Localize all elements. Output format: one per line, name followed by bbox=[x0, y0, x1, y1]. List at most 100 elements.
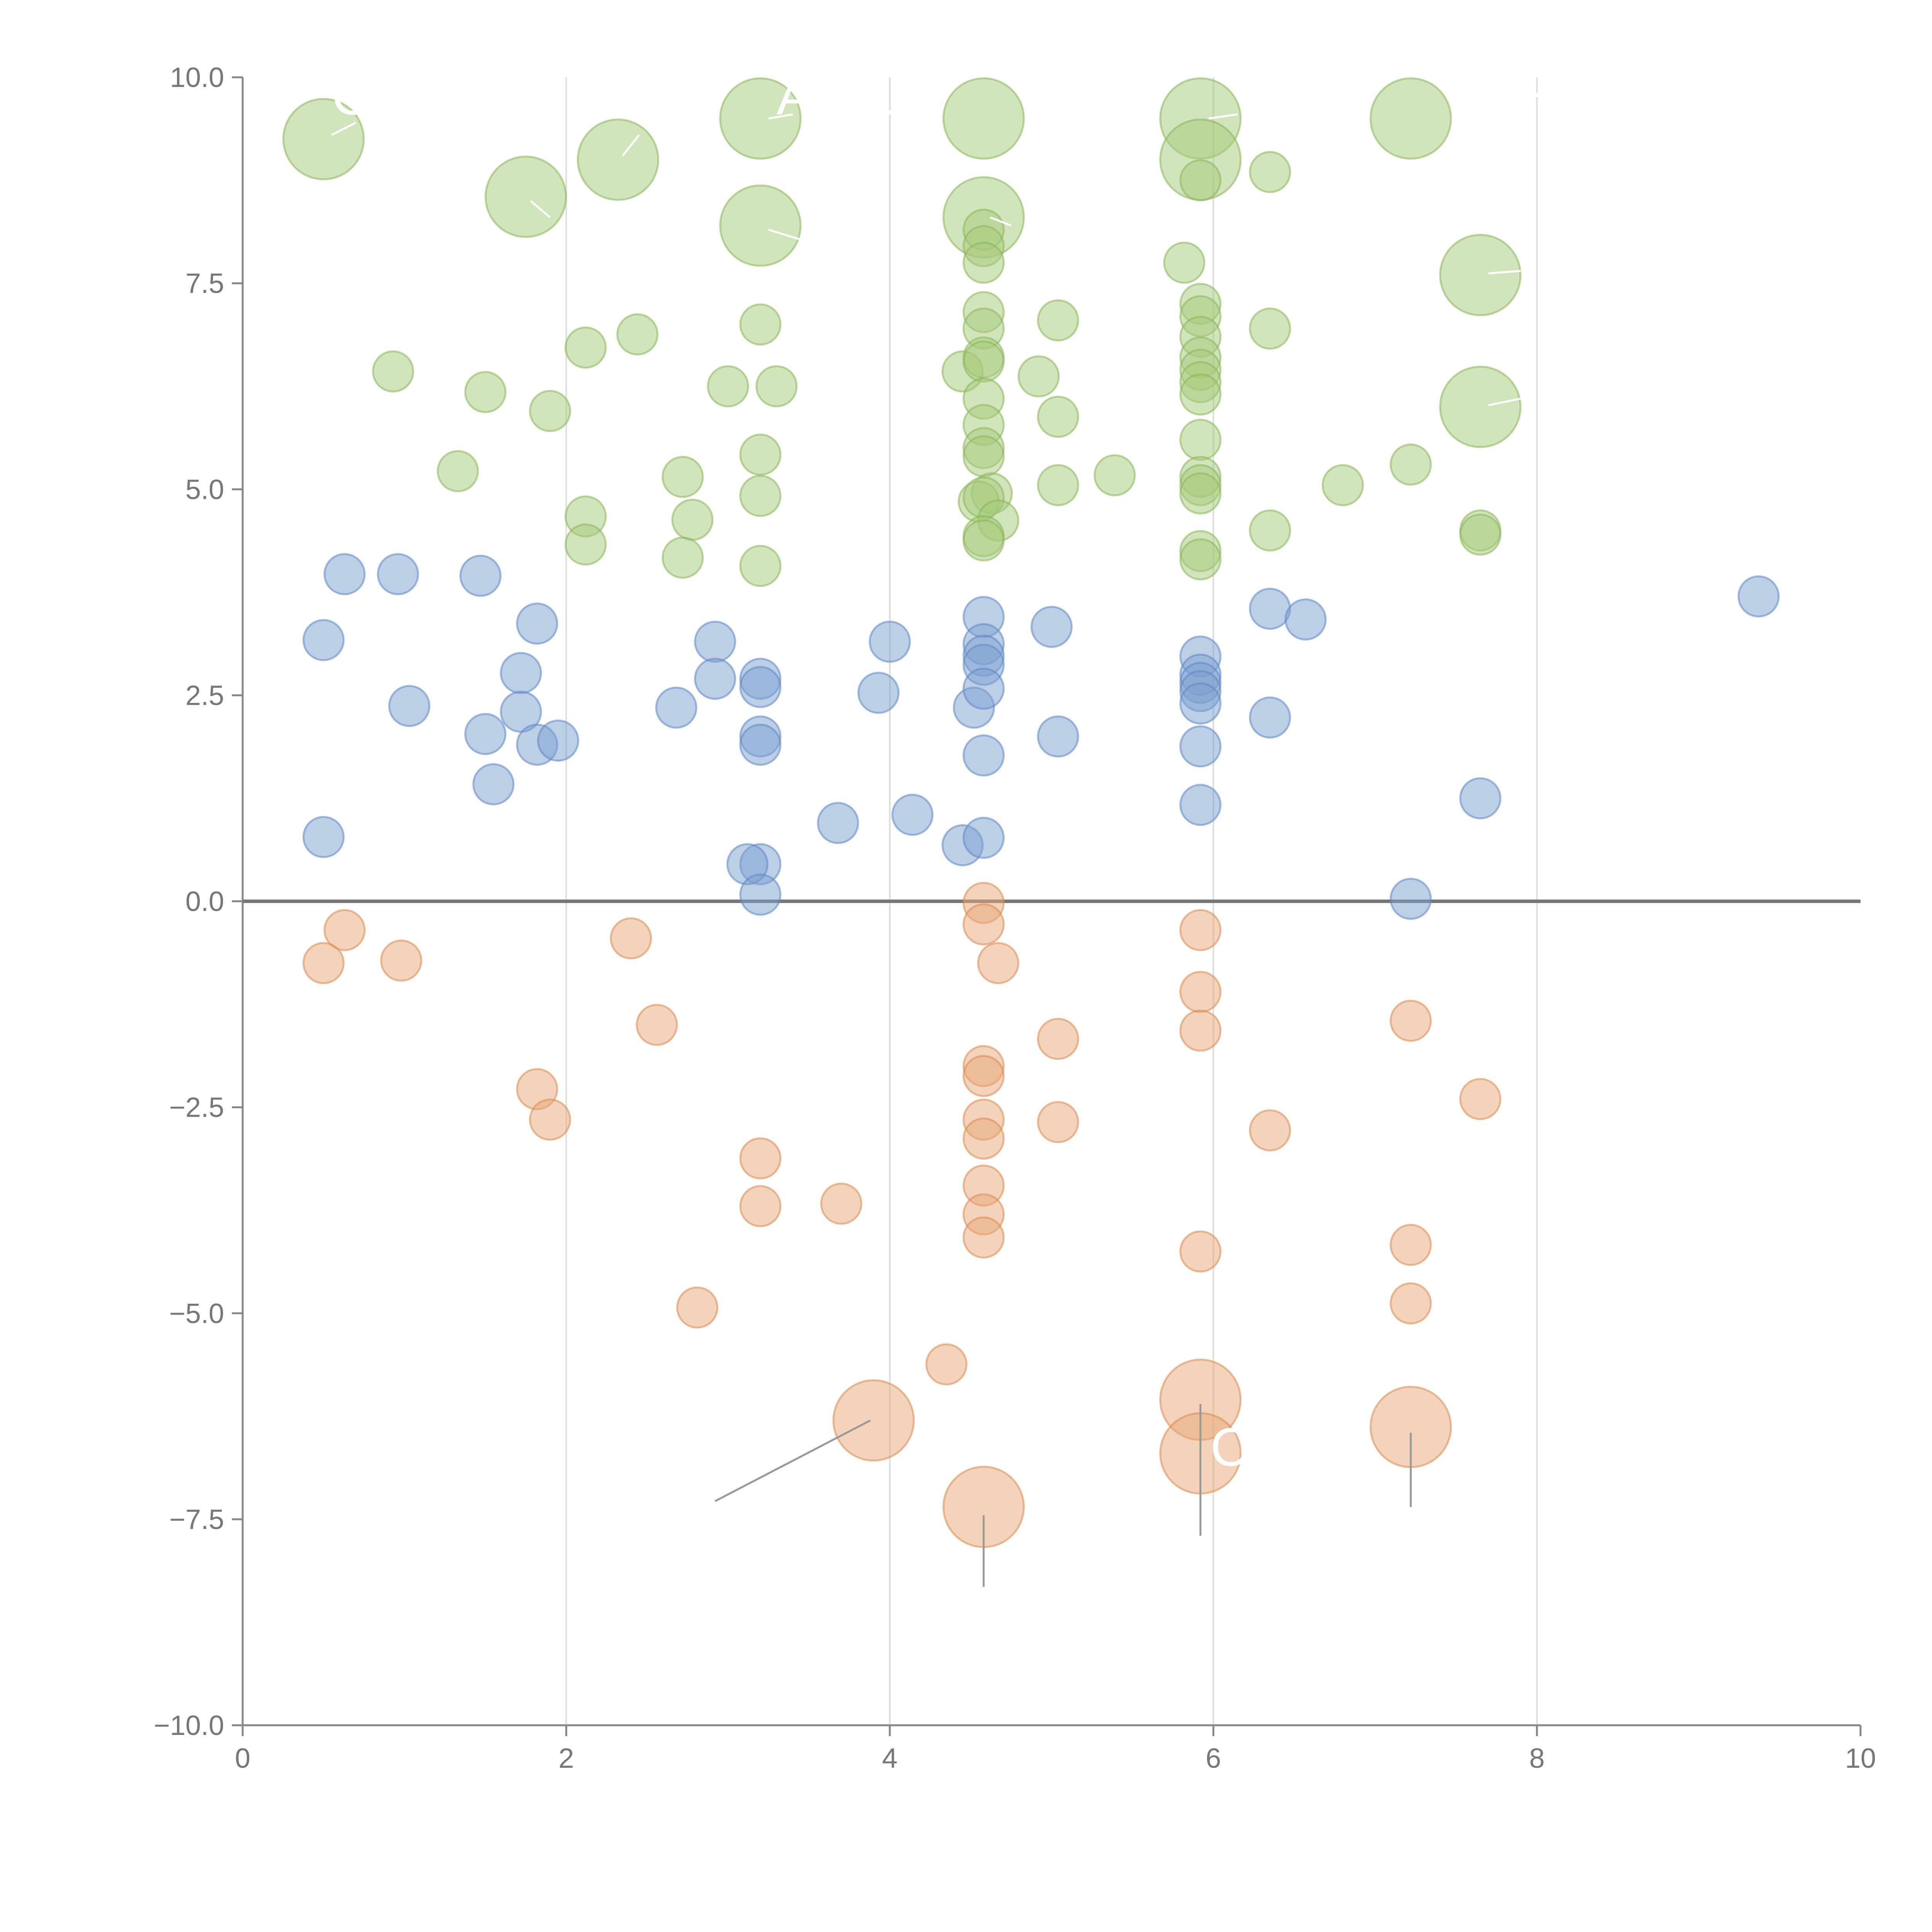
blue-point bbox=[302, 619, 345, 661]
green-point bbox=[1037, 396, 1079, 438]
green-point bbox=[577, 118, 659, 201]
green-point bbox=[739, 434, 782, 476]
orange-point bbox=[820, 1182, 862, 1225]
blue-point bbox=[464, 713, 507, 755]
green-point bbox=[1439, 234, 1522, 316]
blue-point bbox=[1249, 587, 1291, 630]
blue-point bbox=[388, 685, 430, 727]
orange-point bbox=[302, 942, 345, 984]
green-point bbox=[372, 350, 414, 393]
green-point bbox=[1179, 472, 1222, 515]
y-tick-label: 7.5 bbox=[185, 268, 224, 299]
blue-point bbox=[1031, 605, 1073, 648]
orange-point bbox=[1037, 1018, 1079, 1060]
orange-point bbox=[323, 909, 366, 951]
annotation-leaders bbox=[331, 113, 1521, 1587]
blue-point bbox=[963, 816, 1005, 859]
blue-point bbox=[1459, 777, 1502, 820]
green-point bbox=[616, 313, 659, 355]
annotation-leader-line bbox=[622, 134, 640, 156]
green-point bbox=[719, 77, 802, 160]
annotation-leader-line bbox=[714, 1419, 871, 1502]
green-point bbox=[963, 340, 1005, 383]
tick-labels: 10.0 7.5 5.0 2.5 0.0 −2.5 −5.0 −7.5 −10.0 0 2 4 6 8 10 bbox=[154, 62, 1876, 1774]
annotation-label: AHE bbox=[1472, 65, 1583, 126]
green-point bbox=[485, 155, 567, 238]
annotation-leader-line bbox=[990, 216, 1012, 227]
orange-point bbox=[1179, 971, 1222, 1013]
annotation-label: ALAL bbox=[777, 65, 909, 126]
green-point bbox=[1179, 418, 1222, 461]
green-point bbox=[1369, 77, 1452, 160]
orange-point bbox=[1249, 1109, 1291, 1151]
orange-point bbox=[739, 1185, 782, 1228]
orange-point bbox=[963, 1216, 1005, 1259]
x-tick-label: 2 bbox=[558, 1743, 574, 1774]
green-point bbox=[662, 456, 704, 498]
blue-point bbox=[1179, 784, 1222, 826]
blue-point bbox=[1037, 715, 1079, 758]
orange-point bbox=[636, 1003, 678, 1046]
green-point bbox=[1439, 366, 1522, 448]
x-tick-label: 0 bbox=[235, 1743, 250, 1774]
y-tick-label: −7.5 bbox=[169, 1504, 224, 1535]
green-point bbox=[1321, 464, 1364, 507]
green-point bbox=[1037, 299, 1079, 342]
orange-point bbox=[380, 939, 422, 982]
green-point bbox=[707, 365, 749, 408]
blue-point bbox=[1737, 575, 1780, 617]
data-points bbox=[282, 77, 1780, 1548]
annotation-leader-line bbox=[768, 229, 810, 243]
green-point bbox=[942, 77, 1025, 160]
orange-point bbox=[739, 1137, 782, 1180]
blue-point bbox=[891, 794, 934, 836]
green-point bbox=[1179, 373, 1222, 416]
orange-point bbox=[1179, 1230, 1222, 1273]
blue-point bbox=[694, 621, 736, 663]
blue-point bbox=[739, 873, 782, 916]
green-point bbox=[1179, 159, 1222, 202]
orange-point bbox=[1179, 909, 1222, 951]
green-point bbox=[1459, 514, 1502, 556]
blue-point bbox=[739, 723, 782, 766]
y-tick-label: 0.0 bbox=[185, 886, 224, 917]
y-tick-label: 2.5 bbox=[185, 680, 224, 711]
blue-point bbox=[377, 553, 419, 595]
green-point bbox=[1037, 464, 1079, 507]
blue-point bbox=[1249, 696, 1291, 739]
green-point bbox=[739, 545, 782, 587]
orange-point bbox=[1389, 1224, 1432, 1266]
blue-point bbox=[1284, 598, 1327, 641]
green-point bbox=[437, 450, 479, 492]
blue-point bbox=[472, 763, 515, 806]
green-point bbox=[671, 498, 714, 541]
blue-point bbox=[694, 658, 736, 700]
x-tick-label: 10 bbox=[1845, 1743, 1876, 1774]
orange-point bbox=[610, 917, 652, 959]
annotation-leader-line bbox=[1488, 270, 1521, 275]
blue-point bbox=[655, 686, 697, 729]
y-tick-label: 5.0 bbox=[185, 474, 224, 505]
blue-point bbox=[963, 667, 1005, 710]
blue-point bbox=[869, 621, 911, 663]
annotation-leader-line bbox=[1488, 398, 1521, 406]
green-point bbox=[1163, 242, 1206, 284]
green-point bbox=[963, 435, 1005, 478]
blue-point bbox=[302, 816, 345, 858]
green-point bbox=[1249, 307, 1291, 350]
blue-point bbox=[1179, 725, 1222, 768]
annotation-leader-line bbox=[1208, 113, 1238, 120]
blue-point bbox=[1389, 878, 1432, 920]
blue-point bbox=[323, 553, 366, 595]
annotation-leader-line bbox=[768, 113, 793, 120]
green-point bbox=[1249, 151, 1291, 193]
annotation-label: C bbox=[1210, 1417, 1249, 1477]
green-point bbox=[1389, 443, 1432, 486]
blue-point bbox=[739, 666, 782, 708]
green-point bbox=[1094, 454, 1136, 497]
green-point bbox=[739, 474, 782, 517]
y-tick-label: −2.5 bbox=[169, 1092, 224, 1123]
orange-point bbox=[925, 1343, 968, 1386]
green-point bbox=[282, 98, 365, 180]
